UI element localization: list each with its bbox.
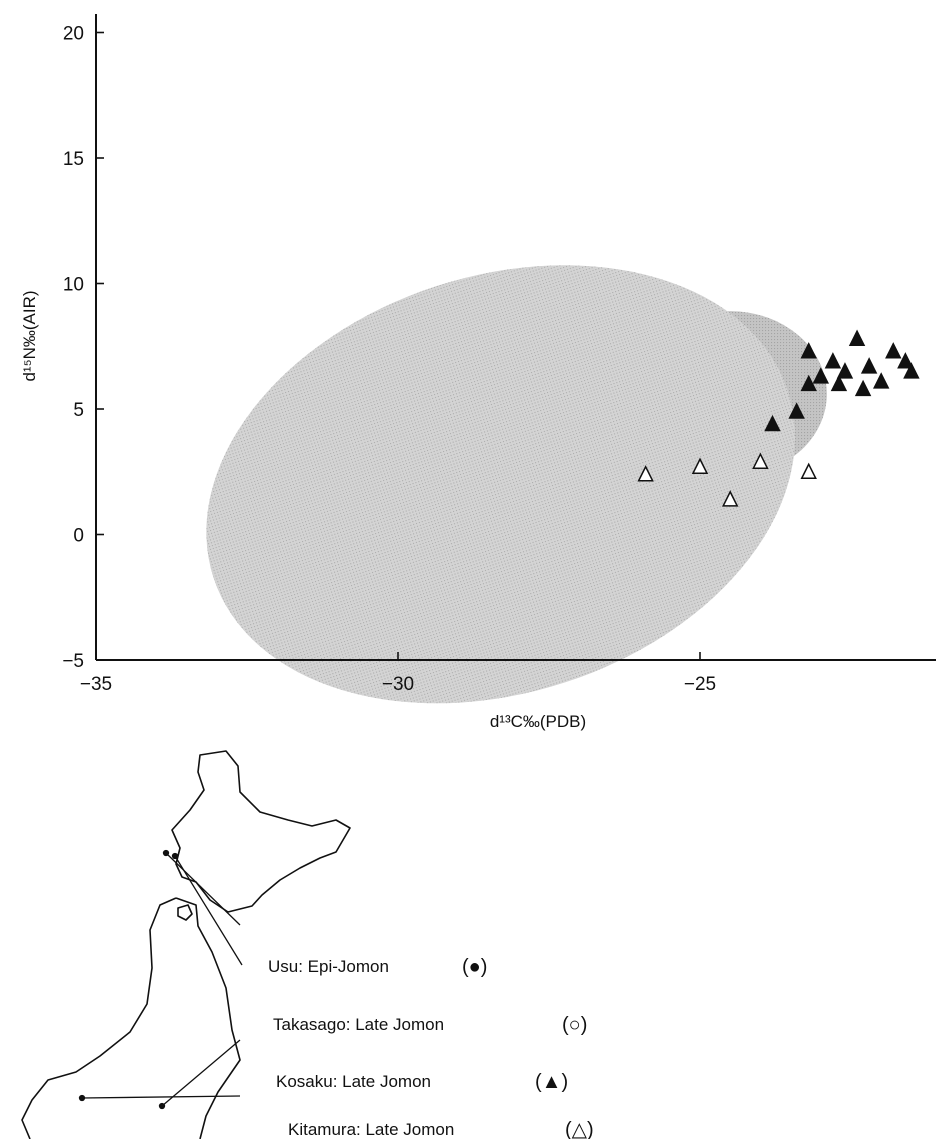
legend: Usu: Epi-Jomon (●) Takasago: Late Jomon … xyxy=(268,956,594,1139)
region-stipple xyxy=(206,265,796,704)
data-point xyxy=(885,342,902,359)
data-point xyxy=(800,374,817,392)
legend-symbol-kosaku: (▲) xyxy=(535,1071,568,1093)
axes xyxy=(95,14,936,661)
data-point xyxy=(637,465,654,482)
data-point xyxy=(836,362,854,379)
region-layer xyxy=(206,265,827,704)
data-point xyxy=(854,379,872,397)
x-tick-label: −25 xyxy=(684,674,716,695)
data-point xyxy=(897,352,914,369)
legend-label-kosaku: Kosaku: Late Jomon xyxy=(276,1072,431,1091)
data-point xyxy=(788,402,805,419)
y-tick-label: 5 xyxy=(73,400,84,421)
y-tick-label: 0 xyxy=(73,526,84,547)
x-axis-title: d¹³C‰(PDB) xyxy=(490,712,586,731)
y-tick-label: 15 xyxy=(63,149,84,170)
data-point xyxy=(812,367,830,384)
data-point xyxy=(824,352,842,369)
legend-symbol-takasago: (○) xyxy=(562,1014,587,1036)
data-point xyxy=(848,329,866,346)
x-tick-label: −30 xyxy=(382,674,414,695)
series-kosaku-late-jomon xyxy=(764,329,920,432)
data-point xyxy=(800,462,817,479)
legend-symbol-kitamura: (△) xyxy=(565,1119,594,1139)
legend-symbol-usu: (●) xyxy=(462,956,487,978)
y-tick-label: 10 xyxy=(63,275,84,296)
data-point xyxy=(764,414,781,432)
site-marker-lines xyxy=(78,849,243,1110)
honshu-outline xyxy=(21,897,241,1139)
data-point-layer xyxy=(637,329,920,507)
y-tick-label: 20 xyxy=(63,24,84,45)
region-c3-plants xyxy=(206,265,796,704)
data-point xyxy=(752,452,769,469)
legend-label-usu: Usu: Epi-Jomon xyxy=(268,957,389,976)
sado-island-outline xyxy=(177,904,193,921)
data-point xyxy=(872,372,890,389)
legend-label-kitamura: Kitamura: Late Jomon xyxy=(288,1120,454,1139)
hokkaido-outline xyxy=(171,750,351,913)
x-tick-label: −35 xyxy=(80,674,112,695)
kitamura-site-dot xyxy=(78,1094,86,1102)
series-kitamura-late-jomon xyxy=(637,452,817,507)
japan-map xyxy=(21,750,351,1139)
data-point xyxy=(860,357,878,374)
data-point xyxy=(830,374,848,392)
data-point xyxy=(721,490,739,507)
legend-label-takasago: Takasago: Late Jomon xyxy=(273,1015,444,1034)
kosaku-site-dot xyxy=(158,1102,166,1110)
data-point xyxy=(800,342,817,359)
data-point xyxy=(691,457,709,474)
y-axis-title: d¹⁵N‰(AIR) xyxy=(20,290,39,381)
y-tick-label: −5 xyxy=(62,651,84,672)
usu-site-dot xyxy=(162,849,170,857)
data-point xyxy=(903,362,920,379)
